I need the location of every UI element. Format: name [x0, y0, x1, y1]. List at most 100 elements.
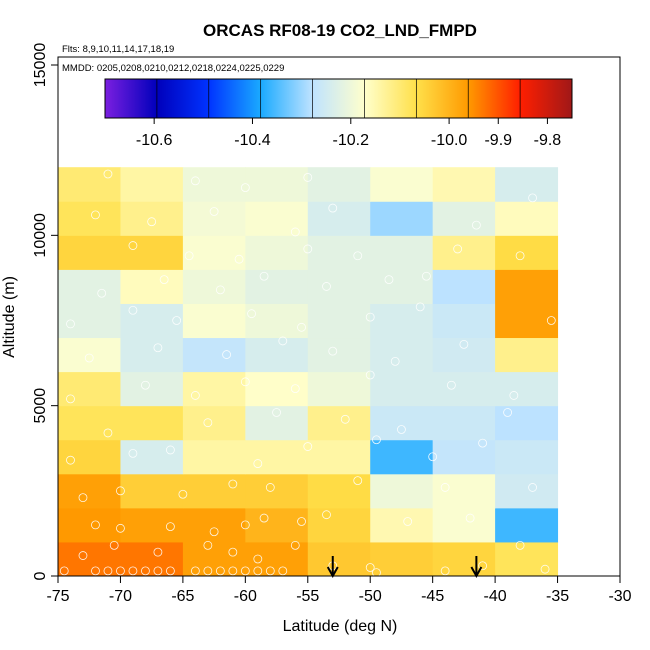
- sample-point: [128, 448, 138, 458]
- sample-point: [240, 377, 250, 387]
- heatmap-cell: [495, 473, 559, 509]
- sample-point: [440, 566, 450, 576]
- sample-point: [328, 203, 338, 213]
- heatmap-cell: [370, 201, 434, 236]
- sample-point: [116, 566, 125, 576]
- sample-point: [253, 554, 263, 564]
- heatmap-cell: [495, 167, 559, 202]
- dates-subtitle: MMDD: 0205,0208,0210,0212,0218,0224,0225…: [62, 63, 284, 74]
- heatmap-cell: [370, 235, 434, 270]
- heatmap-cell: [245, 337, 309, 373]
- sample-point: [540, 564, 550, 574]
- sample-point: [228, 566, 238, 576]
- sample-point: [390, 356, 400, 366]
- heatmap-cell: [432, 541, 496, 577]
- colorbar-tick-label: -10.2: [333, 132, 370, 149]
- sample-point: [91, 210, 100, 220]
- heatmap-cell: [432, 303, 496, 339]
- sample-point: [116, 523, 125, 533]
- sample-point: [190, 391, 200, 400]
- heatmap-cell: [307, 541, 371, 577]
- sample-point: [91, 566, 100, 576]
- sample-point: [297, 322, 306, 332]
- heatmap-cell: [495, 405, 559, 441]
- x-tick-label: -60: [234, 588, 257, 605]
- sample-point: [372, 435, 381, 445]
- x-tick-label: -65: [171, 588, 194, 605]
- heatmap-cell: [432, 167, 496, 202]
- heatmap-cell: [432, 235, 496, 270]
- heatmap-cell: [58, 269, 121, 304]
- sample-point: [103, 428, 113, 438]
- heatmap-cell: [307, 167, 371, 202]
- sample-point: [328, 346, 338, 356]
- sample-point: [453, 244, 463, 254]
- sample-point: [103, 169, 113, 179]
- y-axis: 0 5000 10000 15000: [32, 43, 58, 580]
- heatmap-cell: [307, 371, 371, 407]
- sample-point: [403, 517, 413, 526]
- sample-point: [428, 452, 438, 462]
- sample-point: [153, 547, 163, 557]
- sample-point: [465, 513, 475, 523]
- chart-title: ORCAS RF08-19 CO2_LND_FMPD: [203, 21, 477, 40]
- heatmap-cell: [120, 337, 184, 373]
- heatmap-cell: [495, 303, 559, 339]
- y-tick-label: 5000: [32, 388, 49, 424]
- heatmap-cell: [245, 235, 309, 270]
- sample-point: [153, 566, 163, 576]
- sample-point: [247, 309, 256, 319]
- sample-point: [478, 561, 488, 571]
- heatmap-cell: [182, 235, 246, 270]
- y-tick-label: 15000: [32, 43, 49, 88]
- sample-point: [59, 566, 69, 576]
- sample-point: [159, 275, 169, 285]
- heatmap-cell: [182, 507, 246, 543]
- heatmap-cell: [245, 541, 309, 577]
- sample-point: [165, 522, 175, 532]
- heatmap-cell: [120, 303, 184, 339]
- heatmap-cell: [120, 405, 184, 441]
- heatmap-cell: [495, 507, 559, 543]
- heatmap-cell: [120, 269, 184, 304]
- y-tick-label: 10000: [32, 213, 49, 258]
- sample-point: [515, 251, 525, 261]
- x-tick-label: -70: [109, 588, 132, 605]
- sample-point: [141, 380, 150, 390]
- flights-subtitle: Flts: 8,9,10,11,14,17,18,19: [62, 44, 174, 55]
- sample-point: [415, 302, 425, 312]
- x-tick-label: -40: [484, 588, 507, 605]
- heatmap-cell: [120, 201, 184, 236]
- sample-point: [397, 425, 406, 434]
- x-axis-label: Latitude (deg N): [283, 618, 398, 635]
- colorbar: -10.6 -10.4 -10.2 -10.0 -9.9 -9.8: [104, 78, 573, 149]
- heatmap-cell: [432, 201, 496, 236]
- heatmap-cell: [245, 303, 309, 339]
- x-tick-label: -45: [421, 588, 444, 605]
- heatmap-cell: [120, 507, 184, 543]
- sample-point: [278, 566, 288, 576]
- heatmap-cell: [182, 269, 246, 304]
- sample-point: [84, 353, 94, 363]
- heatmap-cell: [370, 541, 434, 577]
- sample-point: [240, 566, 250, 576]
- sample-point: [203, 566, 213, 576]
- heatmap-cell: [58, 439, 121, 475]
- sample-point: [546, 316, 556, 325]
- sample-point: [253, 459, 263, 468]
- heatmap-cell: [120, 473, 184, 509]
- heatmap-cell: [58, 201, 121, 236]
- sample-point: [190, 566, 200, 576]
- heatmap-cell: [495, 439, 559, 475]
- sample-points: [59, 169, 556, 577]
- heatmap-cell: [182, 371, 246, 407]
- sample-point: [91, 520, 100, 530]
- sample-point: [209, 527, 219, 537]
- sample-point: [153, 343, 163, 353]
- x-tick-label: -75: [46, 588, 69, 605]
- heatmap-cell: [495, 269, 559, 304]
- sample-point: [172, 316, 182, 325]
- sample-point: [215, 566, 225, 576]
- heatmap-cell: [182, 303, 246, 339]
- heatmap-cell: [307, 473, 371, 509]
